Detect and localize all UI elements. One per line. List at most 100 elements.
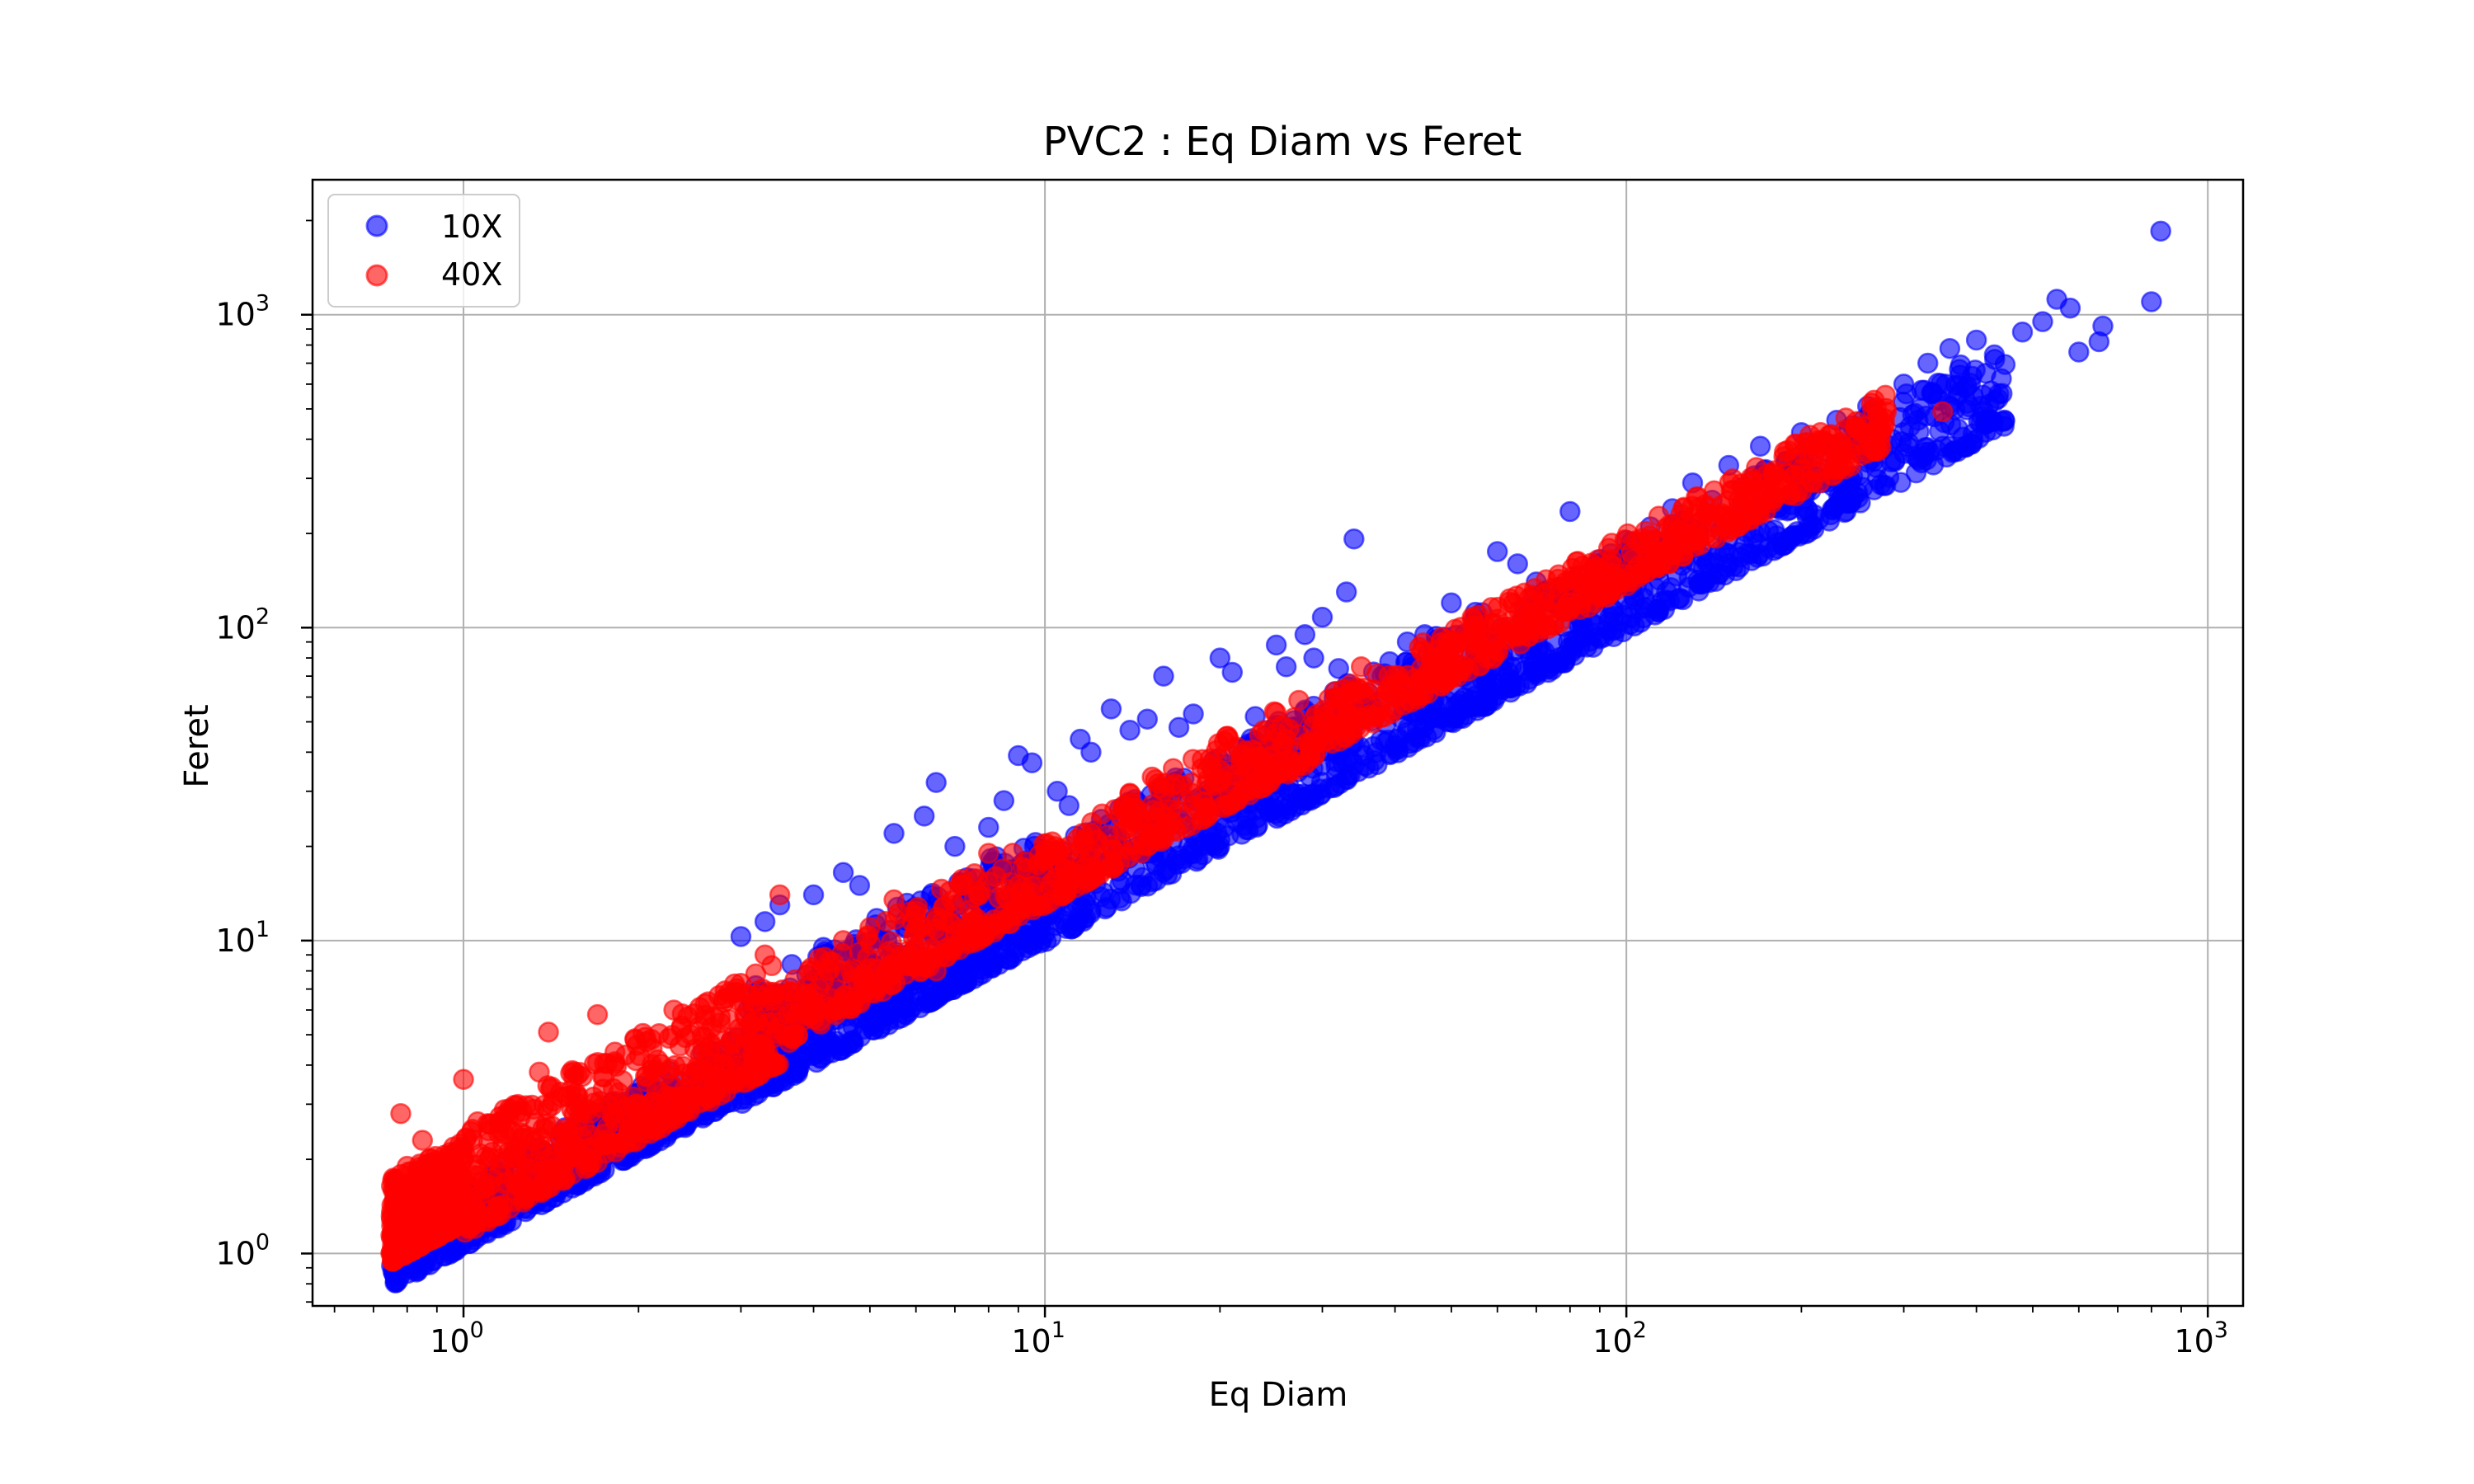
series-40x-point [849, 941, 870, 963]
series-40x-point [1790, 458, 1813, 481]
series-40x-point [1249, 724, 1271, 745]
series-10x-point [2141, 291, 2162, 312]
series-40x-point [1054, 859, 1075, 881]
series-10x-point [1893, 373, 1915, 395]
series-10x-point [754, 911, 776, 932]
series-40x-point [1183, 795, 1204, 816]
series-10x-point [1991, 383, 2013, 404]
series-40x-point [407, 1213, 429, 1234]
series-40x-point [1333, 679, 1354, 700]
series-40x-point [412, 1129, 434, 1151]
series-10x-point [1984, 349, 2006, 370]
series-10x-point [1447, 701, 1470, 723]
series-40x-point [586, 1003, 609, 1026]
x-tick-label: 101 [1011, 1317, 1065, 1360]
series-40x-point [1288, 689, 1310, 711]
series-10x-point [1747, 547, 1768, 568]
series-40x-point [563, 1061, 586, 1083]
series-40x-point [1226, 736, 1248, 758]
series-40x-point [944, 894, 966, 916]
series-40x-point [963, 886, 985, 908]
series-40x-point [604, 1041, 626, 1063]
series-40x-point [1562, 557, 1583, 580]
series-40x-point [1384, 686, 1406, 708]
series-40x-point [1056, 882, 1077, 904]
series-40x-point [1299, 744, 1321, 766]
series-10x-point [1119, 720, 1141, 741]
series-40x-point [499, 1197, 520, 1219]
series-40x-point [771, 1012, 793, 1034]
series-10x-point [1366, 742, 1387, 763]
series-40x-point [425, 1158, 446, 1179]
series-10x-point [1348, 761, 1370, 782]
series-10x-point [1080, 741, 1102, 763]
series-40x-point [1324, 702, 1347, 724]
series-10x-point [832, 862, 854, 884]
series-40x-point [683, 1003, 705, 1025]
series-40x-point [1808, 472, 1830, 494]
series-40x-point [1352, 686, 1375, 708]
series-10x-point [1789, 525, 1810, 547]
series-10x-point [1573, 627, 1596, 648]
plot-frame [311, 178, 2245, 1308]
series-40x-point [689, 1075, 711, 1097]
series-10x-point [849, 875, 871, 896]
series-40x-point [1182, 749, 1204, 770]
x-tick-label: 103 [2174, 1317, 2228, 1360]
series-10x-point [1328, 658, 1350, 679]
series-10x-point [1917, 352, 1939, 374]
series-40x-point [628, 1102, 650, 1125]
chart-title: PVC2 : Eq Diam vs Feret [1043, 119, 1522, 165]
series-10x-point [1501, 656, 1522, 678]
series-40x-point [651, 1111, 673, 1133]
series-40x-point [1181, 814, 1202, 836]
series-40x-point [772, 979, 793, 1001]
series-10x-point [1507, 553, 1529, 575]
series-40x-point [1080, 823, 1102, 844]
series-40x-point [586, 1051, 609, 1073]
series-40x-point [709, 1006, 731, 1028]
series-10x-point [1893, 443, 1915, 464]
series-40x-point [1149, 801, 1170, 823]
x-tick-label: 100 [430, 1317, 484, 1360]
series-10x-point [1183, 703, 1204, 725]
series-40x-point [581, 1151, 603, 1172]
series-40x-point [802, 1008, 825, 1030]
series-10x-point [1061, 918, 1083, 940]
series-40x-point [778, 1031, 800, 1054]
series-40x-point [496, 1172, 518, 1193]
series-40x-point [704, 1053, 727, 1074]
series-40x-point [1807, 430, 1829, 452]
series-40x-point [380, 1175, 402, 1197]
series-10x-point [1950, 354, 1972, 376]
series-40x-point [1091, 803, 1113, 824]
series-10x-point [953, 971, 975, 993]
series-10x-point [1343, 528, 1365, 550]
series-40x-point [1244, 741, 1266, 763]
series-40x-point [1835, 407, 1856, 429]
series-40x-point [1597, 538, 1620, 559]
series-40x-point [1453, 655, 1475, 677]
series-10x-point [1136, 708, 1159, 730]
series-10x-point [1266, 807, 1288, 829]
series-10x-point [1246, 816, 1268, 838]
series-40x-point [641, 1028, 662, 1050]
series-40x-point [426, 1218, 448, 1240]
series-10x-point [1486, 541, 1508, 562]
series-10x-point [1605, 619, 1626, 641]
series-40x-point [567, 1086, 589, 1107]
series-10x-point [1766, 532, 1789, 554]
series-10x-point [784, 1062, 807, 1083]
series-10x-point [1040, 927, 1062, 949]
series-40x-point [1119, 810, 1141, 833]
series-40x-point [1441, 631, 1462, 653]
series-40x-point [1747, 502, 1769, 524]
series-10x-point [1124, 874, 1146, 896]
series-10x-point [1047, 781, 1068, 802]
series-40x-point [859, 917, 881, 938]
series-40x-point [612, 1069, 633, 1092]
series-40x-point [720, 1031, 742, 1052]
series-40x-point [1773, 474, 1795, 495]
series-10x-point [996, 948, 1018, 970]
series-40x-point [1526, 610, 1547, 632]
